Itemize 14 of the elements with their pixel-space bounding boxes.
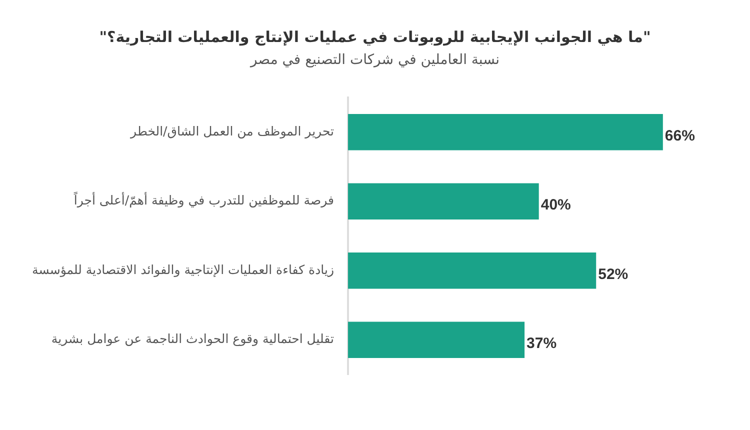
data-label: 40% xyxy=(540,196,571,214)
data-label: 37% xyxy=(526,335,557,352)
y-tick-label: تحرير الموظف من العمل الشاق/الخطر xyxy=(130,123,335,140)
y-tick-label: تقليل احتمالية وقوع الحوادث الناجمة عن عوامل بشرية xyxy=(51,331,335,348)
y-tick-label: فرصة للموظفين للتدرب في وظيفة أهمّ/أعلى أجراً xyxy=(73,190,334,209)
y-tick-label: زيادة كفاءة العمليات الإنتاجية والفوائد الاقتصادية للمؤسسة xyxy=(32,262,334,278)
data-label: 66% xyxy=(664,127,695,144)
bar xyxy=(348,322,525,358)
bar xyxy=(348,252,596,289)
data-label: 52% xyxy=(598,266,628,283)
chart-title: "ما هي الجوانب الإيجابية للروبوتات في عمليات الإنتاج والعمليات التجارية؟" xyxy=(98,28,652,46)
bar xyxy=(348,183,539,220)
bar xyxy=(348,114,663,150)
chart-subtitle: نسبة العاملين في شركات التصنيع في مصر xyxy=(248,52,501,68)
